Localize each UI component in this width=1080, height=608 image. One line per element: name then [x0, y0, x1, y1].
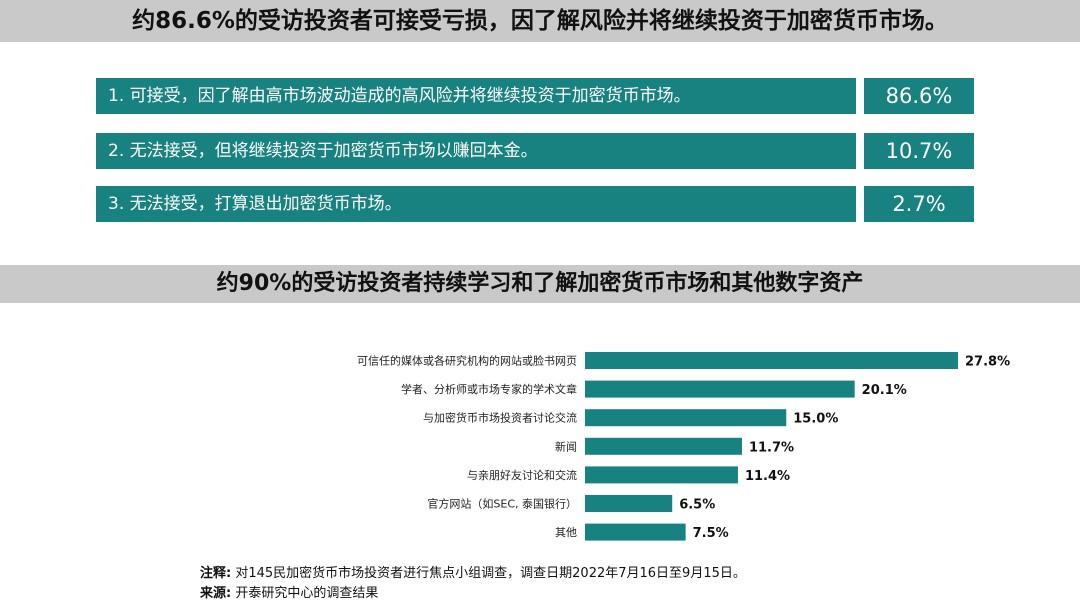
bar-4: [585, 466, 738, 484]
bar-2: [585, 409, 787, 427]
option-bar-2: 2. 无法接受，但将继续投资于加密货币市场以赚回本金。: [96, 133, 856, 169]
category-label-2: 与加密货币市场投资者讨论交流: [423, 411, 577, 425]
value-label-1: 20.1%: [862, 383, 907, 398]
option-bar-3: 3. 无法接受，打算退出加密货币市场。: [96, 186, 856, 222]
option-value-1: 86.6%: [864, 78, 974, 114]
option-bar-1: 1. 可接受，因了解由高市场波动造成的高风险并将继续投资于加密货币市场。: [96, 78, 856, 114]
category-label-4: 与亲朋好友讨论和交流: [467, 468, 577, 482]
category-label-3: 新闻: [555, 439, 577, 453]
bar-6: [585, 523, 686, 541]
value-label-5: 6.5%: [679, 498, 715, 513]
option-value-2: 10.7%: [864, 133, 974, 169]
panel1-title: 约86.6%的受访投资者可接受亏损，因了解风险并将继续投资于加密货币市场。: [0, 0, 1080, 42]
note-text: 对145民加密货币市场投资者进行焦点小组调查，调查日期2022年7月16日至9月…: [235, 566, 746, 581]
note-label: 注释:: [200, 566, 232, 581]
option-value-3: 2.7%: [864, 186, 974, 222]
value-label-2: 15.0%: [793, 412, 838, 427]
chart-title: 约90%的受访投资者持续学习和了解加密货币市场和其他数字资产: [0, 265, 1080, 303]
value-label-6: 7.5%: [693, 526, 729, 541]
category-label-1: 学者、分析师或市场专家的学术文章: [401, 382, 577, 396]
bar-5: [585, 495, 673, 512]
source-line: 来源: 开泰研究中心的调查结果: [200, 582, 378, 601]
value-label-4: 11.4%: [745, 469, 790, 484]
source-text: 开泰研究中心的调查结果: [235, 586, 379, 601]
category-label-0: 可信任的媒体或各研究机构的网站或脸书网页: [357, 354, 577, 368]
bar-0: [585, 352, 958, 369]
value-label-3: 11.7%: [749, 440, 794, 455]
note-line: 注释: 对145民加密货币市场投资者进行焦点小组调查，调查日期2022年7月16…: [200, 562, 746, 581]
source-label: 来源:: [200, 586, 232, 601]
bar-3: [585, 437, 742, 455]
category-label-6: 其他: [555, 526, 577, 539]
learning-sources-bar-chart: 可信任的媒体或各研究机构的网站或脸书网页 27.8% 学者、分析师或市场专家的学术文…: [357, 352, 1010, 541]
bar-1: [585, 380, 855, 398]
value-label-0: 27.8%: [965, 355, 1010, 370]
category-label-5: 官方网站（如SEC, 泰国银行）: [427, 497, 577, 511]
